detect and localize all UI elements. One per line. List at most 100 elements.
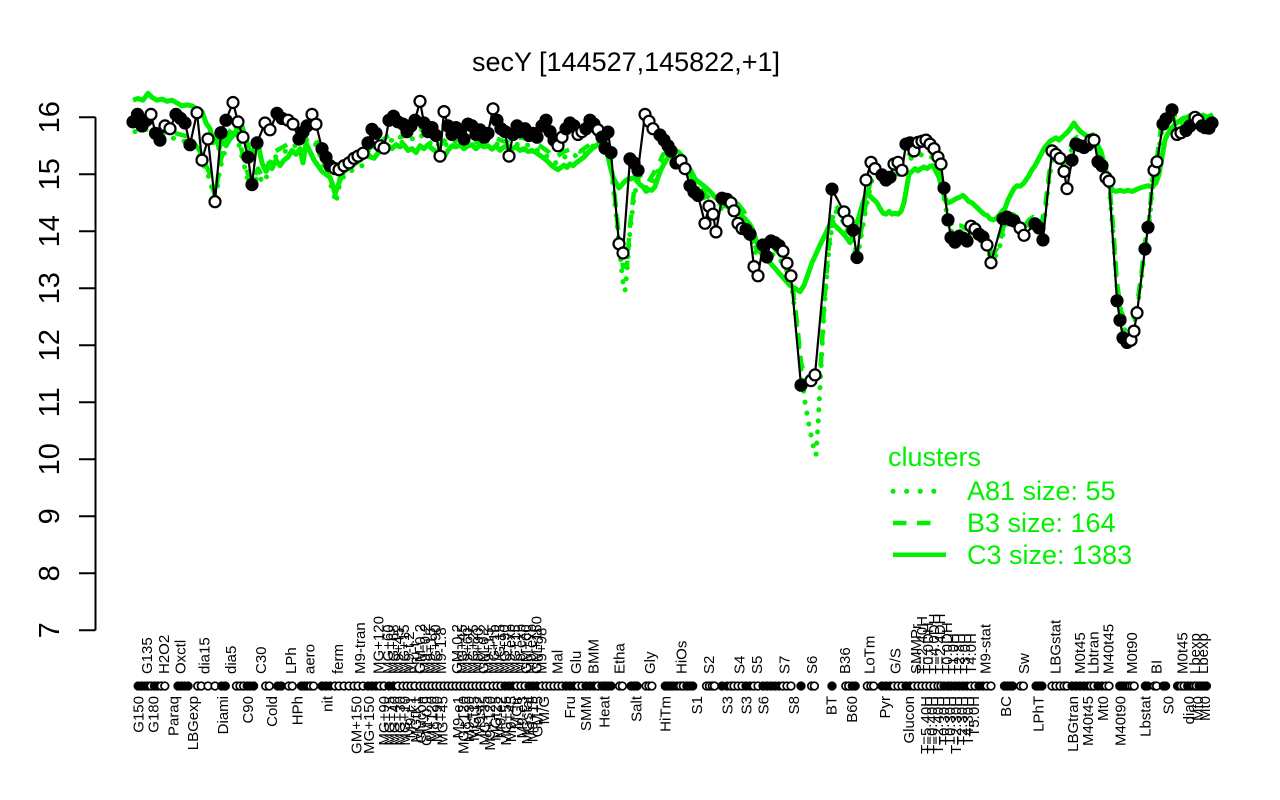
svg-text:MG+1b: MG+1b (486, 624, 503, 674)
svg-text:BC: BC (998, 696, 1015, 717)
svg-text:Glu: Glu (568, 651, 585, 674)
svg-text:MG+150: MG+150 (361, 696, 378, 754)
svg-text:Diami: Diami (215, 696, 232, 734)
svg-text:Etha: Etha (612, 642, 629, 674)
svg-text:M9-tran: M9-tran (352, 622, 369, 674)
svg-text:M9+98: M9+98 (534, 628, 551, 674)
svg-text:LBGstat: LBGstat (1047, 619, 1064, 674)
svg-text:S1: S1 (689, 696, 706, 714)
svg-text:LPh: LPh (283, 647, 300, 674)
svg-text:S4: S4 (732, 656, 749, 674)
svg-text:M40t45: M40t45 (1101, 624, 1118, 674)
svg-text:T2.8H: T2.8H (951, 633, 968, 674)
svg-text:T=4.0DH: T=4.0DH (926, 614, 943, 674)
svg-text:C3 size: 1383: C3 size: 1383 (967, 540, 1132, 570)
svg-text:T5.0H: T5.0H (966, 696, 983, 737)
svg-text:Mt0: Mt0 (1197, 696, 1214, 721)
svg-text:LoTm: LoTm (862, 636, 879, 674)
svg-text:Oxctl: Oxctl (172, 640, 189, 674)
svg-text:LBGexp: LBGexp (185, 696, 202, 750)
svg-text:M9-exp: M9-exp (523, 624, 540, 674)
svg-text:MG+45: MG+45 (434, 696, 451, 746)
svg-text:MG+45: MG+45 (454, 624, 471, 674)
svg-text:ferm: ferm (330, 644, 347, 674)
svg-text:C30: C30 (253, 646, 270, 674)
svg-text:Glucon: Glucon (413, 696, 430, 744)
svg-text:M9+30: M9+30 (461, 696, 478, 742)
svg-text:S2: S2 (701, 656, 718, 674)
svg-text:S7: S7 (776, 656, 793, 674)
svg-text:M9+120: M9+120 (482, 696, 499, 751)
svg-text:M0t45: M0t45 (1175, 632, 1192, 674)
svg-text:SMM: SMM (578, 696, 595, 731)
svg-text:T=2.40H: T=2.40H (914, 616, 931, 674)
svg-text:M9+60: M9+60 (460, 628, 477, 674)
svg-text:T=2.4DH: T=2.4DH (932, 614, 949, 674)
svg-text:15: 15 (34, 158, 66, 190)
svg-text:MGt25: MGt25 (487, 696, 504, 741)
svg-text:GM+150: GM+150 (528, 616, 545, 674)
svg-text:G/S: G/S (888, 648, 905, 674)
svg-text:MGtr: MGtr (509, 696, 526, 729)
svg-text:M9+15: M9+15 (422, 628, 439, 674)
svg-text:nit: nit (320, 695, 337, 712)
svg-text:dia5: dia5 (223, 646, 240, 674)
svg-text:Pyr: Pyr (877, 696, 894, 719)
svg-text:MGstat: MGstat (519, 695, 536, 744)
svg-text:Salt: Salt (629, 695, 646, 722)
svg-text:HPh: HPh (290, 696, 307, 725)
svg-text:M0t45: M0t45 (1072, 632, 1089, 674)
svg-text:MG+10: MG+10 (397, 696, 414, 746)
svg-text:MG+15: MG+15 (396, 624, 413, 674)
svg-text:9: 9 (34, 508, 66, 524)
svg-text:GM-0.2: GM-0.2 (449, 624, 466, 674)
svg-text:M9+15: M9+15 (481, 628, 498, 674)
svg-text:Heat: Heat (597, 695, 614, 728)
svg-text:11: 11 (34, 387, 66, 417)
svg-text:T2.30H: T2.30H (954, 696, 971, 745)
svg-text:M9-e2: M9-e2 (493, 696, 510, 739)
svg-text:LPhT: LPhT (1031, 696, 1048, 732)
svg-text:T0.0DH: T0.0DH (920, 622, 937, 674)
svg-text:BT: BT (824, 696, 841, 715)
svg-text:GM-0.2: GM-0.2 (412, 624, 429, 674)
svg-text:S3: S3 (720, 696, 737, 714)
svg-text:MGtK1: MGtK1 (408, 696, 425, 743)
svg-text:M9+45: M9+45 (503, 696, 520, 742)
svg-text:M40t45: M40t45 (1080, 696, 1097, 746)
svg-text:M+120: M+120 (424, 696, 441, 742)
svg-text:7: 7 (34, 622, 66, 638)
svg-text:GM-0.2: GM-0.2 (475, 624, 492, 674)
svg-text:B60: B60 (844, 696, 861, 723)
svg-text:T=5.40H: T=5.40H (918, 696, 935, 754)
svg-text:dia15: dia15 (197, 637, 214, 674)
svg-text:M9+15: M9+15 (524, 696, 541, 742)
svg-text:M40t90: M40t90 (1113, 696, 1130, 746)
svg-text:T1.0H: T1.0H (945, 633, 962, 674)
svg-text:M/G: M/G (536, 696, 553, 724)
svg-text:T4.30H: T4.30H (960, 696, 977, 745)
svg-text:M9-t.2: M9-t.2 (401, 631, 418, 674)
svg-text:Gly: Gly (642, 651, 659, 674)
svg-text:SMMPr: SMMPr (908, 624, 925, 674)
svg-text:B3 size: 164: B3 size: 164 (967, 508, 1116, 538)
svg-text:Lbexp: Lbexp (1187, 633, 1204, 674)
svg-text:Lbstat: Lbstat (1137, 695, 1154, 737)
svg-text:secY [144527,145822,+1]: secY [144527,145822,+1] (472, 47, 780, 77)
svg-text:HiTm: HiTm (657, 696, 674, 732)
svg-text:12: 12 (34, 329, 66, 361)
svg-text:T=0.40H: T=0.40H (924, 696, 941, 754)
svg-text:MG+90: MG+90 (428, 624, 445, 674)
svg-text:Mt0: Mt0 (1190, 696, 1207, 721)
svg-text:M9-exp: M9-exp (513, 624, 530, 674)
svg-text:Paraq: Paraq (165, 696, 182, 736)
svg-text:MG+75: MG+75 (381, 696, 398, 746)
svg-text:GM-0.9: GM-0.9 (418, 696, 435, 746)
svg-text:Sw: Sw (1016, 653, 1033, 674)
svg-text:M9+90: M9+90 (429, 696, 446, 742)
svg-text:M0t90: M0t90 (1124, 632, 1141, 674)
svg-text:LBGtran: LBGtran (1065, 696, 1082, 752)
svg-text:A81 size: 55: A81 size: 55 (967, 476, 1116, 506)
svg-text:MGt15: MGt15 (466, 696, 483, 741)
svg-text:H2O2: H2O2 (156, 635, 173, 674)
